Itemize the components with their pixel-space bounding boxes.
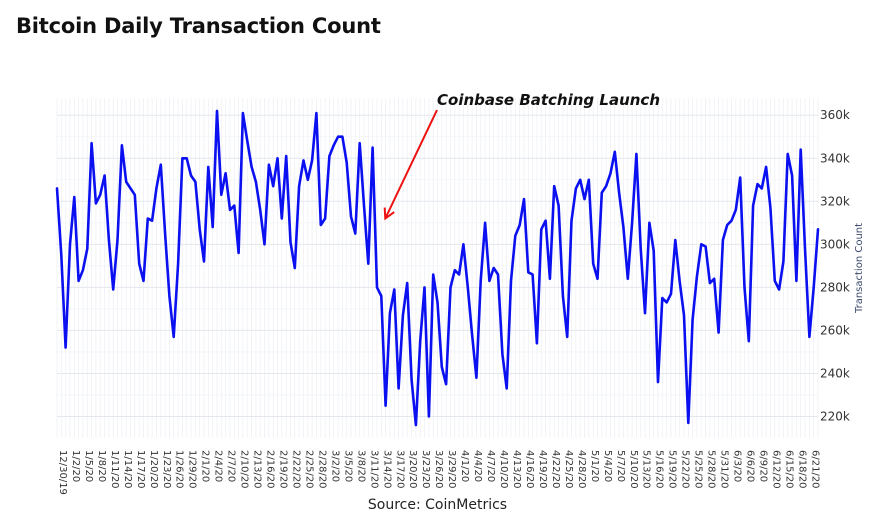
- x-tick-label: 4/13/20: [511, 450, 522, 489]
- x-tick-label: 2/1/20: [200, 450, 211, 482]
- y-tick-label: 340k: [820, 151, 850, 165]
- x-tick-label: 1/2/20: [70, 450, 81, 482]
- x-tick-label: 6/21/20: [809, 450, 820, 489]
- annotation-arrow: [384, 109, 438, 219]
- x-tick-label: 1/17/20: [135, 450, 146, 489]
- y-tick-label: 260k: [820, 323, 850, 337]
- x-tick-label: 3/20/20: [407, 450, 418, 489]
- y-tick-label: 220k: [820, 409, 850, 423]
- x-tick-label: 3/26/20: [433, 450, 444, 489]
- x-tick-label: 4/19/20: [537, 450, 548, 489]
- x-tick-label: 3/17/20: [394, 450, 405, 489]
- x-tick-label: 2/10/20: [239, 450, 250, 489]
- x-tick-label: 6/6/20: [744, 450, 755, 482]
- x-tick-label: 1/5/20: [83, 450, 94, 482]
- y-axis-ticks: 220k 240k 260k 280k 300k 320k 340k 360k: [820, 108, 850, 423]
- y-tick-label: 300k: [820, 237, 850, 251]
- x-tick-label: 5/4/20: [602, 450, 613, 482]
- x-tick-label: 3/23/20: [420, 450, 431, 489]
- x-tick-label: 5/1/20: [589, 450, 600, 482]
- x-tick-label: 1/26/20: [174, 450, 185, 489]
- chart-title: Bitcoin Daily Transaction Count: [16, 14, 381, 38]
- x-tick-label: 5/13/20: [641, 450, 652, 489]
- y-axis-label: Transaction Count: [854, 223, 865, 314]
- x-tick-label: 6/15/20: [783, 450, 794, 489]
- x-tick-label: 5/22/20: [680, 450, 691, 489]
- x-tick-label: 2/13/20: [252, 450, 263, 489]
- x-tick-label: 4/4/20: [472, 450, 483, 482]
- x-tick-label: 4/25/20: [563, 450, 574, 489]
- x-tick-label: 5/28/20: [706, 450, 717, 489]
- annotation-label: Coinbase Batching Launch: [437, 91, 660, 109]
- series-line-transaction-count: [55, 109, 820, 427]
- x-tick-label: 2/28/20: [316, 450, 327, 489]
- x-tick-label: 5/25/20: [693, 450, 704, 489]
- x-axis-ticks: 12/30/19 1/2/20 1/5/20 1/8/20 1/11/20 1/14/20…: [57, 450, 820, 495]
- x-tick-label: 4/22/20: [550, 450, 561, 489]
- x-tick-label: 2/22/20: [290, 450, 301, 489]
- x-tick-label: 1/29/20: [187, 450, 198, 489]
- x-tick-label: 1/11/20: [109, 450, 120, 489]
- x-tick-label: 6/3/20: [732, 450, 743, 482]
- x-tick-label: 1/14/20: [122, 450, 133, 489]
- y-tick-label: 320k: [820, 194, 850, 208]
- x-tick-label: 6/18/20: [796, 450, 807, 489]
- x-tick-label: 2/16/20: [265, 450, 276, 489]
- x-tick-label: 2/7/20: [226, 450, 237, 482]
- x-tick-label: 4/7/20: [485, 450, 496, 482]
- y-tick-label: 280k: [820, 280, 850, 294]
- gridlines: [56, 98, 819, 438]
- x-tick-label: 6/9/20: [757, 450, 768, 482]
- x-tick-label: 5/7/20: [615, 450, 626, 482]
- x-tick-label: 2/25/20: [303, 450, 314, 489]
- x-tick-label: 2/4/20: [213, 450, 224, 482]
- x-tick-label: 3/8/20: [355, 450, 366, 482]
- x-tick-label: 4/10/20: [498, 450, 509, 489]
- y-tick-label: 240k: [820, 366, 850, 380]
- x-tick-label: 1/8/20: [96, 450, 107, 482]
- x-tick-label: 1/23/20: [161, 450, 172, 489]
- x-tick-label: 4/16/20: [524, 450, 535, 489]
- x-tick-label: 3/2/20: [329, 450, 340, 482]
- source-caption: Source: CoinMetrics: [367, 497, 508, 513]
- x-tick-label: 2/19/20: [278, 450, 289, 489]
- x-tick-label: 3/5/20: [342, 450, 353, 482]
- x-tick-label: 4/28/20: [576, 450, 587, 489]
- x-tick-label: 1/20/20: [148, 450, 159, 489]
- x-tick-label: 3/14/20: [381, 450, 392, 489]
- x-tick-label: 5/19/20: [667, 450, 678, 489]
- annotation: Coinbase Batching Launch: [383, 91, 660, 221]
- x-tick-label: 5/31/20: [719, 450, 730, 489]
- x-tick-label: 3/11/20: [368, 450, 379, 489]
- x-tick-label: 4/1/20: [459, 450, 470, 482]
- x-tick-label: 5/16/20: [654, 450, 665, 489]
- x-tick-label: 3/29/20: [446, 450, 457, 489]
- x-tick-label: 5/10/20: [628, 450, 639, 489]
- annotation-arrowhead: [383, 207, 395, 221]
- x-tick-label: 6/12/20: [770, 450, 781, 489]
- x-tick-label: 12/30/19: [57, 450, 68, 495]
- y-tick-label: 360k: [820, 108, 850, 122]
